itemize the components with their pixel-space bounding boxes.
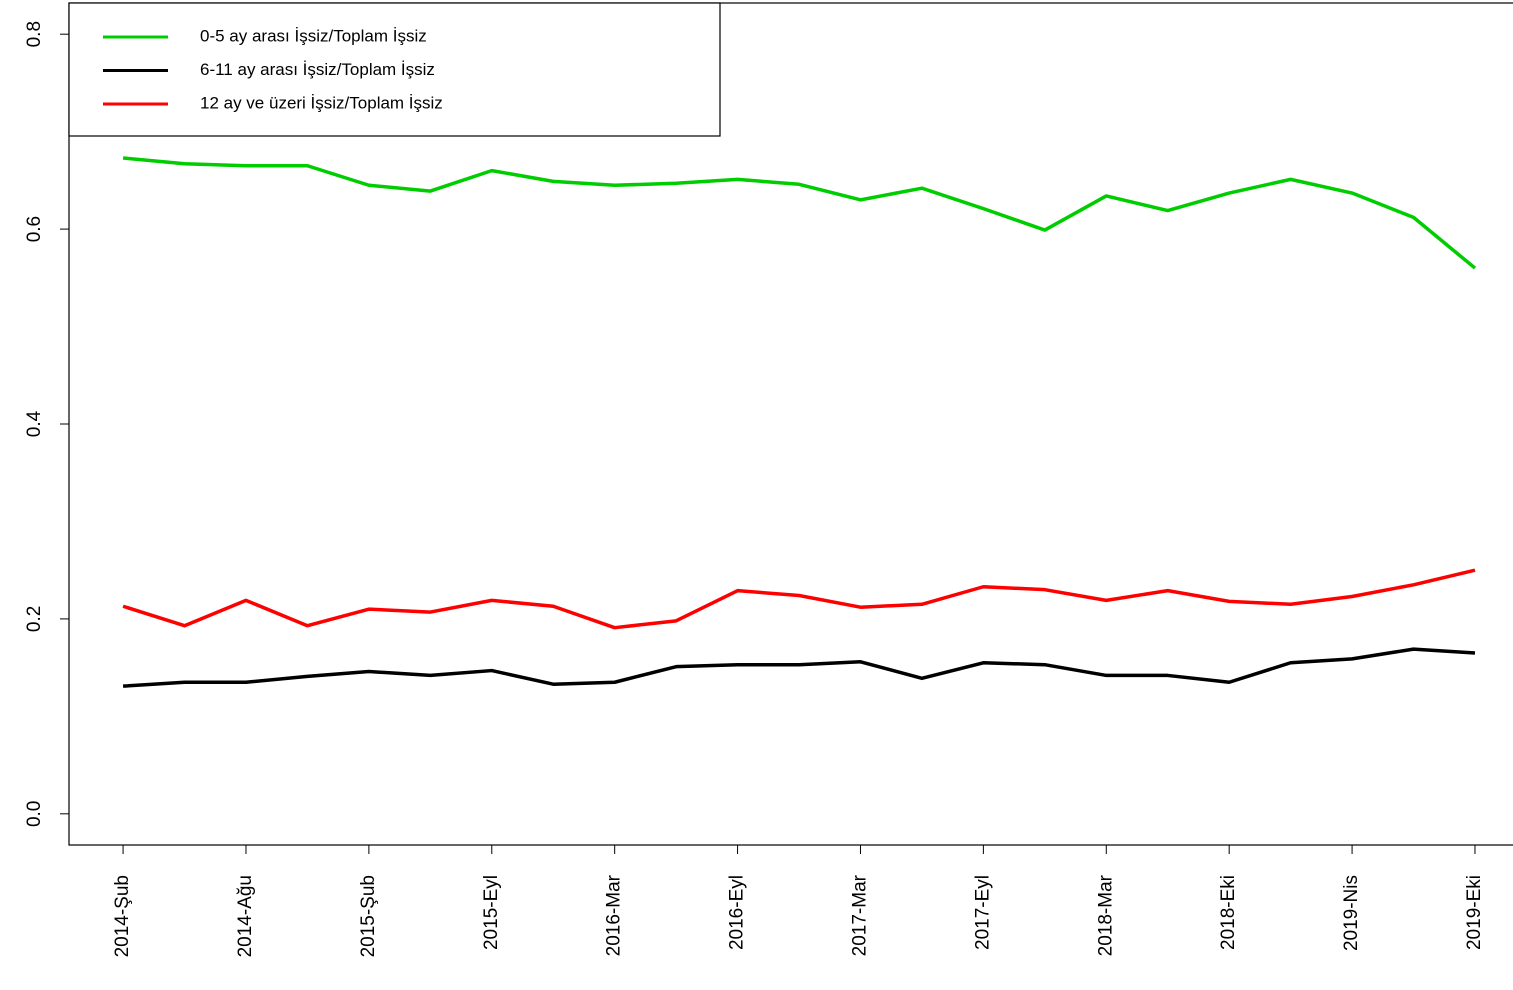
x-tick-label: 2017-Eyl (972, 875, 993, 950)
legend-label: 0-5 ay arası İşsiz/Toplam İşsiz (200, 26, 427, 45)
legend-label: 12 ay ve üzeri İşsiz/Toplam İşsiz (200, 93, 443, 112)
x-tick-label: 2014-Şub (112, 875, 133, 957)
x-tick-label: 2019-Nis (1341, 875, 1362, 951)
series-line (122, 568, 1476, 630)
series-line (122, 647, 1476, 688)
x-tick-label: 2019-Eki (1464, 875, 1485, 950)
x-tick-label: 2016-Mar (604, 874, 625, 956)
x-tick-label: 2018-Mar (1095, 874, 1116, 956)
x-tick-label: 2017-Mar (849, 874, 870, 956)
x-tick-label: 2015-Şub (358, 875, 379, 957)
x-tick-label: 2016-Eyl (727, 875, 748, 950)
legend-box (68, 2, 721, 137)
y-tick-label: 0.8 (24, 21, 45, 47)
y-tick-label: 0.4 (24, 410, 45, 437)
x-tick-label: 2014-Ağu (235, 875, 256, 957)
legend-label: 6-11 ay arası İşsiz/Toplam İşsiz (200, 60, 435, 79)
y-tick-label: 0.6 (24, 216, 45, 242)
y-tick-label: 0.2 (24, 606, 45, 632)
x-tick-label: 2018-Eki (1218, 875, 1239, 950)
x-tick-label: 2015-Eyl (481, 875, 502, 950)
series-line (122, 156, 1477, 270)
y-tick-label: 0.0 (24, 801, 45, 827)
